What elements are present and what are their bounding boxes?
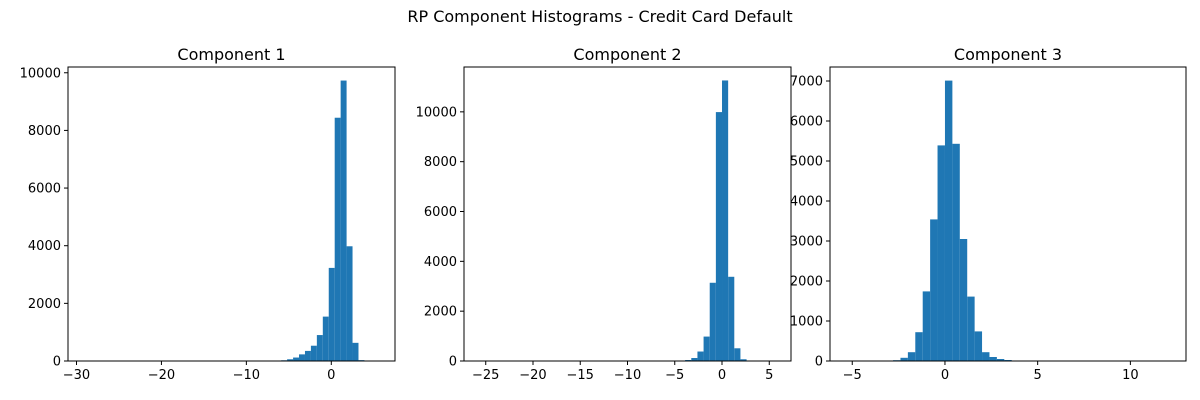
histogram-bar — [352, 342, 359, 361]
histogram-bar — [293, 357, 300, 361]
histogram-bar — [304, 350, 311, 361]
y-tick-label: 7000 — [790, 75, 823, 90]
histogram-bar — [907, 352, 916, 361]
y-tick-label: 6000 — [790, 115, 823, 130]
histogram-bar — [346, 246, 353, 361]
x-tick-label: 5 — [1034, 368, 1042, 383]
y-tick-label: 1000 — [790, 315, 823, 330]
subplot-component-1: Component 1 −30 −20 −10 0 0 2000 4000 6000 8000 10… — [20, 45, 396, 383]
histogram-bar — [334, 117, 341, 361]
histogram-bar — [722, 80, 729, 361]
axes-frame — [67, 66, 396, 362]
y-tick-label: 8000 — [28, 124, 61, 139]
subplot-component-3: Component 3 −5 0 5 10 0 1000 2000 3000 4000 5000 60… — [790, 45, 1187, 383]
x-tick-label: 5 — [765, 368, 773, 383]
y-tick-label: 6000 — [424, 205, 457, 220]
y-tick-label: 8000 — [424, 155, 457, 170]
histogram-bar — [915, 332, 923, 361]
histogram-bar — [740, 359, 747, 361]
y-tick-label: 2000 — [424, 305, 457, 320]
y-tick-label: 4000 — [790, 195, 823, 210]
x-tick-label: −30 — [63, 368, 90, 383]
histogram-bar — [959, 239, 968, 361]
histogram-bar — [322, 316, 329, 361]
x-tick-label: −20 — [148, 368, 175, 383]
y-tick-label: 10000 — [416, 105, 457, 120]
histogram-bar — [930, 219, 938, 361]
histogram-bar — [715, 112, 723, 361]
histogram-bar — [952, 143, 960, 361]
histogram-bar — [900, 357, 908, 361]
x-tick-label: 0 — [718, 368, 726, 383]
x-tick-label: −10 — [614, 368, 641, 383]
histogram-bar — [728, 276, 735, 361]
y-tick-label: 10000 — [20, 66, 61, 81]
y-tick-label: 2000 — [790, 275, 823, 290]
histogram-bar — [982, 352, 990, 361]
x-tick-label: −5 — [843, 368, 862, 383]
histogram-bar — [989, 357, 997, 361]
histogram-bar — [967, 296, 975, 361]
histogram-bar — [709, 282, 716, 361]
figure-suptitle: RP Component Histograms - Credit Card De… — [407, 7, 792, 26]
histogram-bar — [703, 336, 710, 361]
x-tick-label: −20 — [519, 368, 546, 383]
x-tick-label: −25 — [472, 368, 499, 383]
histogram-bar — [328, 267, 335, 361]
x-tick-label: 0 — [327, 368, 335, 383]
histogram-bar — [922, 291, 931, 361]
histogram-bar — [937, 145, 945, 361]
subplot-component-2: Component 2 −25 −20 −15 −10 −5 0 5 0 2000 4000 6000… — [416, 45, 792, 383]
histogram-bar — [974, 331, 983, 361]
histogram-bar — [996, 359, 1005, 361]
x-tick-label: −10 — [233, 368, 260, 383]
histogram-bar — [340, 80, 347, 362]
y-tick-label: 5000 — [790, 155, 823, 170]
subplot-title: Component 1 — [177, 45, 285, 64]
y-tick-label: 2000 — [28, 297, 61, 312]
y-tick-label: 4000 — [28, 239, 61, 254]
y-tick-label: 0 — [815, 355, 823, 370]
subplot-title: Component 2 — [573, 45, 681, 64]
y-tick-label: 3000 — [790, 235, 823, 250]
x-tick-label: −15 — [567, 368, 594, 383]
histogram-bar — [734, 348, 741, 361]
histogram-bar — [944, 80, 953, 361]
x-tick-label: 10 — [1122, 368, 1139, 383]
y-tick-label: 4000 — [424, 255, 457, 270]
histogram-bar — [299, 354, 305, 361]
histogram-bar — [697, 351, 704, 361]
x-tick-label: −5 — [665, 368, 684, 383]
axes-frame — [463, 66, 792, 362]
subplot-title: Component 3 — [954, 45, 1062, 64]
histogram-bar — [287, 359, 294, 361]
x-tick-label: 0 — [941, 368, 949, 383]
y-tick-label: 0 — [449, 355, 457, 370]
histogram-bar — [691, 358, 698, 361]
histogram-bar — [310, 345, 317, 361]
histogram-bar — [316, 335, 323, 361]
y-tick-label: 0 — [53, 355, 61, 370]
axes-frame — [829, 66, 1187, 362]
y-tick-label: 6000 — [28, 182, 61, 197]
